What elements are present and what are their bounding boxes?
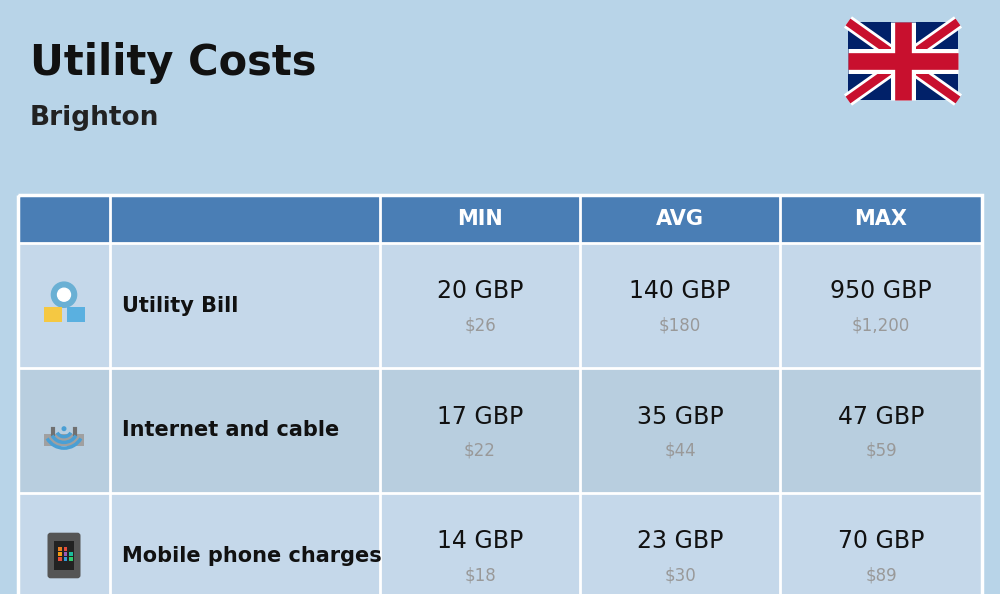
Bar [18,368,982,493]
Text: Utility Costs: Utility Costs [30,42,316,84]
Bar [848,22,958,100]
Bar [67,307,85,323]
Bar [64,547,67,551]
Text: Mobile phone charges: Mobile phone charges [122,545,382,565]
Circle shape [58,288,70,301]
Text: 950 GBP: 950 GBP [830,280,932,304]
Text: $22: $22 [464,441,496,460]
Text: 20 GBP: 20 GBP [437,280,523,304]
Bar [58,557,62,561]
Text: $30: $30 [664,567,696,584]
Text: 23 GBP: 23 GBP [637,529,723,554]
Text: $180: $180 [659,317,701,334]
Circle shape [62,427,66,431]
Bar [58,552,62,556]
Bar [44,307,62,323]
Text: $59: $59 [865,441,897,460]
Text: AVG: AVG [656,209,704,229]
Text: $1,200: $1,200 [852,317,910,334]
Bar [64,557,67,561]
Text: $18: $18 [464,567,496,584]
Text: 70 GBP: 70 GBP [838,529,924,554]
Text: MIN: MIN [457,209,503,229]
Text: $89: $89 [865,567,897,584]
Bar [54,541,74,570]
Bar [18,195,982,243]
Bar [18,243,982,368]
Bar [64,552,67,556]
Bar [69,552,73,556]
Text: $26: $26 [464,317,496,334]
Circle shape [51,282,77,307]
Text: 14 GBP: 14 GBP [437,529,523,554]
Bar [69,557,73,561]
Text: Internet and cable: Internet and cable [122,421,339,441]
Bar [58,547,62,551]
Bar [18,195,982,594]
Text: 35 GBP: 35 GBP [637,405,723,428]
FancyBboxPatch shape [48,533,80,579]
Bar [44,434,84,446]
Text: $44: $44 [664,441,696,460]
Bar [18,493,982,594]
Text: 17 GBP: 17 GBP [437,405,523,428]
Text: Utility Bill: Utility Bill [122,295,238,315]
Text: Brighton: Brighton [30,105,159,131]
Text: 47 GBP: 47 GBP [838,405,924,428]
Text: 140 GBP: 140 GBP [629,280,731,304]
Text: MAX: MAX [854,209,908,229]
